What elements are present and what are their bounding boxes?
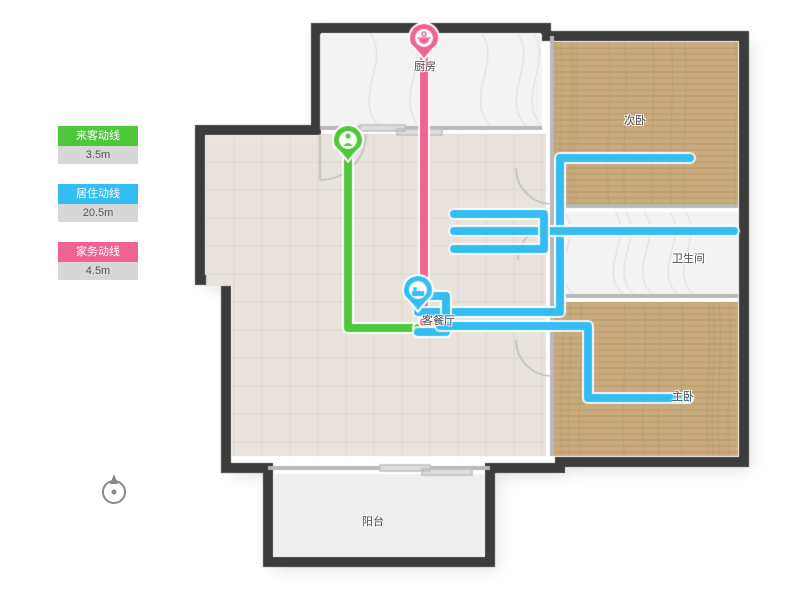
room-label: 卫生间	[672, 250, 705, 266]
legend-item-living: 居住动线 20.5m	[58, 184, 138, 222]
legend-item-guest: 来客动线 3.5m	[58, 126, 138, 164]
legend-value: 3.5m	[58, 146, 138, 164]
legend-label: 家务动线	[58, 242, 138, 262]
legend-label: 来客动线	[58, 126, 138, 146]
room-label: 客餐厅	[422, 312, 455, 328]
floorplan-canvas	[0, 0, 800, 600]
room-label: 主卧	[672, 388, 694, 404]
legend-item-chore: 家务动线 4.5m	[58, 242, 138, 280]
legend: 来客动线 3.5m 居住动线 20.5m 家务动线 4.5m	[58, 126, 138, 300]
room-label: 厨房	[414, 58, 436, 74]
room-label: 阳台	[362, 513, 384, 529]
legend-value: 4.5m	[58, 262, 138, 280]
room-label: 次卧	[624, 112, 646, 128]
compass-icon	[96, 470, 132, 506]
legend-label: 居住动线	[58, 184, 138, 204]
legend-value: 20.5m	[58, 204, 138, 222]
